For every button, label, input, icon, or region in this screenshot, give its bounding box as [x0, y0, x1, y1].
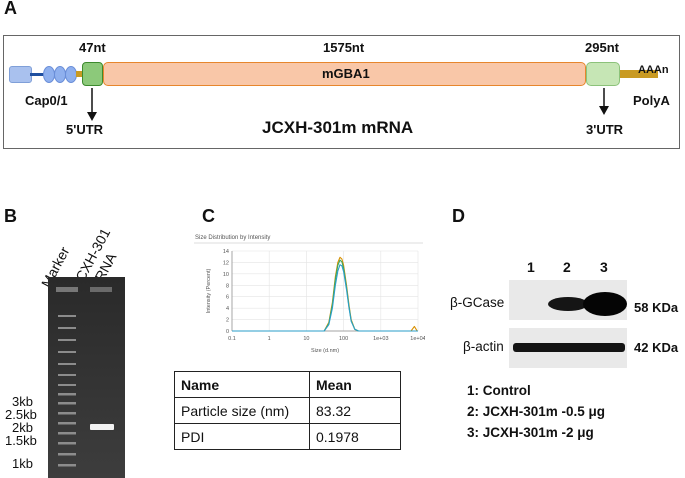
- table-cell: 0.1978: [309, 423, 401, 450]
- utr-arrows: [87, 88, 609, 121]
- y-tick-label: 0: [226, 329, 229, 335]
- size-label-1kb: 1kb: [12, 456, 33, 471]
- utr3-arrow-head: [599, 106, 609, 115]
- gcase-band-lane2: [548, 297, 588, 311]
- gcase-label: β-GCase: [450, 295, 505, 310]
- actin-band: [513, 343, 625, 352]
- mrna-band: [90, 424, 114, 430]
- lane-number-1: 1: [527, 259, 535, 275]
- table-row: PDI 0.1978: [174, 423, 401, 450]
- table-header-mean: Mean: [309, 371, 401, 398]
- panel-b-letter: B: [4, 206, 17, 226]
- label-47nt: 47nt: [79, 40, 106, 55]
- legend-item-2: 2: JCXH-301m -0.5 μg: [467, 404, 606, 419]
- mrna-title: JCXH-301m mRNA: [262, 118, 414, 137]
- y-tick-label: 8: [226, 283, 229, 289]
- table-cell: PDI: [174, 423, 310, 450]
- size-label-1-5kb: 1.5kb: [5, 433, 37, 448]
- y-axis-label: Intensity (Percent): [206, 269, 212, 314]
- cap-label: Cap0/1: [25, 93, 68, 108]
- mgba1-block: [103, 62, 586, 86]
- agarose-gel: [48, 277, 125, 478]
- label-295nt: 295nt: [585, 40, 619, 55]
- x-tick-label: 100: [339, 336, 348, 342]
- lane-number-2: 2: [563, 259, 571, 275]
- table-header-name: Name: [174, 371, 310, 398]
- utr5-block: [82, 62, 103, 86]
- table-cell: Particle size (nm): [174, 397, 310, 424]
- utr3-block: [586, 62, 620, 86]
- x-tick-label: 1: [268, 336, 271, 342]
- utr3-label: 3'UTR: [586, 122, 624, 137]
- kda-42-label: 42 KDa: [634, 340, 679, 355]
- ladder-bands: [58, 315, 76, 467]
- gene-label: mGBA1: [322, 66, 370, 81]
- panel-a-letter: A: [4, 0, 17, 18]
- actin-label: β-actin: [463, 339, 504, 354]
- polya-tail: [620, 70, 658, 78]
- label-1575nt: 1575nt: [323, 40, 365, 55]
- series-line-1: [232, 256, 418, 332]
- x-tick-label: 1e+04: [410, 336, 425, 342]
- legend-item-1: 1: Control: [467, 383, 531, 398]
- panel-a-frame: [3, 35, 680, 149]
- y-tick-label: 10: [223, 272, 229, 278]
- y-tick-label: 6: [226, 295, 229, 301]
- linker-left: [76, 71, 84, 77]
- well-marker: [56, 287, 78, 292]
- x-tick-label: 0.1: [228, 336, 236, 342]
- x-tick-label: 10: [303, 336, 309, 342]
- western-blot: [509, 280, 627, 368]
- y-tick-label: 2: [226, 318, 229, 324]
- size-table: Name Mean Particle size (nm) 83.32 PDI 0…: [174, 371, 401, 450]
- lane-number-3: 3: [600, 259, 608, 275]
- panel-d-letter: D: [452, 206, 465, 226]
- table-header-row: Name Mean: [174, 371, 401, 398]
- utr5-label: 5'UTR: [66, 122, 104, 137]
- table-cell: 83.32: [309, 397, 401, 424]
- kda-58-label: 58 KDa: [634, 300, 679, 315]
- utr5-arrow-head: [87, 112, 97, 121]
- dls-chart: Size Distribution by Intensity 0 2 4 6 8 10 12 1…: [194, 235, 425, 354]
- y-tick-label: 12: [223, 260, 229, 266]
- size-label-2-5kb: 2.5kb: [5, 407, 37, 422]
- cap-linker: [30, 73, 44, 76]
- legend-item-3: 3: JCXH-301m -2 μg: [467, 425, 594, 440]
- x-axis-label: Size (d.nm): [311, 348, 339, 354]
- x-tick-label: 1e+03: [373, 336, 388, 342]
- size-label-3kb: 3kb: [12, 394, 33, 409]
- y-tick-label: 4: [226, 306, 229, 312]
- well-sample: [90, 287, 112, 292]
- series-line-2: [232, 259, 418, 332]
- series-line-3: [232, 264, 418, 332]
- chart-title: Size Distribution by Intensity: [195, 235, 270, 241]
- table-row: Particle size (nm) 83.32: [174, 397, 401, 424]
- gcase-band-lane3: [583, 292, 627, 316]
- polya-label: PolyA: [633, 93, 670, 108]
- panel-c-letter: C: [202, 206, 215, 226]
- polya-tail-label: AAAn: [638, 64, 669, 76]
- size-label-2kb: 2kb: [12, 420, 33, 435]
- y-tick-label: 14: [223, 249, 229, 255]
